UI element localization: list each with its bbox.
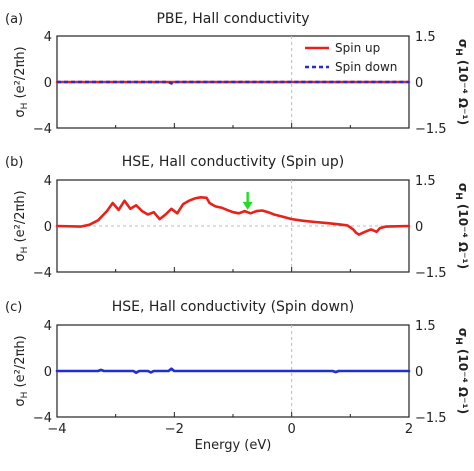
y-tick-label: −4 — [33, 122, 52, 137]
y-tick-label: −4 — [33, 266, 52, 281]
x-tick-label: −2 — [165, 422, 184, 437]
x-tick-label: −4 — [47, 422, 66, 437]
x-tick-label: 0 — [288, 422, 296, 437]
y-axis-title: σH (e²/2πh) — [13, 190, 30, 261]
y-right-axis-title-text: σH (10⁻⁴ Ω⁻¹) — [453, 183, 470, 269]
panel-label: (c) — [5, 300, 22, 315]
y-tick-label: 4 — [44, 319, 52, 334]
y-tick-label: 4 — [44, 174, 52, 189]
series-line-spin-down — [57, 80, 409, 85]
y-right-tick-label: 0 — [415, 76, 423, 91]
legend: Spin up Spin down — [305, 41, 397, 74]
y-axis-title-text: σH (e²/2πh) — [13, 46, 30, 117]
y-tick-label: −4 — [33, 411, 52, 426]
y-right-axis-title: σH (10⁻⁴ Ω⁻¹) — [453, 39, 470, 125]
panel-title: HSE, Hall conductivity (Spin up) — [122, 154, 345, 170]
y-right-tick-label: 1.5 — [415, 174, 436, 189]
annotation-arrow-head — [242, 201, 253, 210]
y-tick-label: 0 — [44, 365, 52, 380]
panel-label: (b) — [5, 155, 23, 170]
y-right-tick-label: −1.5 — [415, 266, 447, 281]
panel-label: (a) — [5, 12, 23, 27]
series-line-spin-down — [55, 367, 411, 374]
y-right-tick-label: 1.5 — [415, 30, 436, 45]
panel-title: HSE, Hall conductivity (Spin down) — [112, 299, 355, 315]
y-right-tick-label: −1.5 — [415, 411, 447, 426]
panel-1: 4 0 −4 1.5 0 −1.5 (a) PBE, Hall conductivity σH … — [5, 11, 470, 137]
y-right-tick-label: 0 — [415, 220, 423, 235]
legend-label-spin-up: Spin up — [335, 41, 380, 55]
y-axis-title-text: σH (e²/2πh) — [13, 190, 30, 261]
panel-title: PBE, Hall conductivity — [156, 11, 309, 27]
y-axis-title-text: σH (e²/2πh) — [13, 335, 30, 406]
legend-label-spin-down: Spin down — [335, 60, 397, 74]
panel-2: 4 0 −4 1.5 0 −1.5 (b) HSE, Hall conductivity (S… — [5, 154, 470, 281]
y-tick-label: 0 — [44, 220, 52, 235]
x-tick-label: 2 — [405, 422, 413, 437]
y-right-tick-label: 0 — [415, 365, 423, 380]
y-axis-title: σH (e²/2πh) — [13, 46, 30, 117]
x-axis-title: Energy (eV) — [195, 438, 272, 453]
y-right-axis-title: σH (10⁻⁴ Ω⁻¹) — [453, 328, 470, 414]
y-right-axis-title: σH (10⁻⁴ Ω⁻¹) — [453, 183, 470, 269]
panel-3: 4 0 −4 1.5 0 −1.5 (c) HSE, Hall conductivity (S… — [5, 299, 470, 453]
y-tick-label: 4 — [44, 30, 52, 45]
y-right-axis-title-text: σH (10⁻⁴ Ω⁻¹) — [453, 39, 470, 125]
series-line-spin-up — [55, 196, 411, 236]
y-right-tick-label: −1.5 — [415, 122, 447, 137]
y-axis-title: σH (e²/2πh) — [13, 335, 30, 406]
y-right-tick-label: 1.5 — [415, 319, 436, 334]
y-right-axis-title-text: σH (10⁻⁴ Ω⁻¹) — [453, 328, 470, 414]
y-tick-label: 0 — [44, 76, 52, 91]
